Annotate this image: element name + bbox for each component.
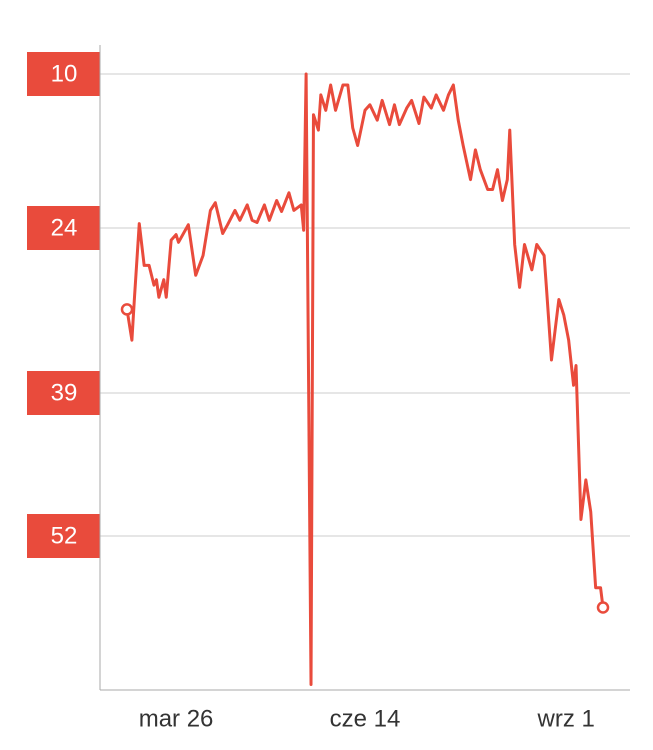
y-tick-box bbox=[27, 371, 100, 415]
y-tick-label: 24 bbox=[51, 214, 78, 241]
y-tick-label: 52 bbox=[51, 522, 78, 549]
end-marker bbox=[120, 303, 134, 316]
y-tick-box bbox=[27, 206, 100, 250]
y-tick-label: 39 bbox=[51, 379, 78, 406]
y-tick-box bbox=[27, 514, 100, 558]
x-tick-label: wrz 1 bbox=[537, 705, 595, 732]
x-tick-label: cze 14 bbox=[330, 705, 401, 732]
line bbox=[125, 72, 605, 686]
y-tick-label: 10 bbox=[51, 60, 78, 87]
x-tick-label: mar 26 bbox=[139, 705, 214, 732]
y-tick-box bbox=[27, 52, 100, 96]
end-marker bbox=[596, 601, 610, 614]
